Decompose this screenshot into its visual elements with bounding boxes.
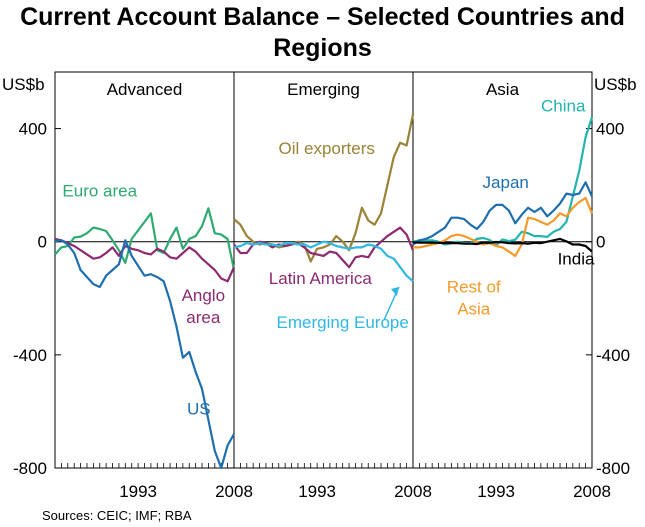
series-line-rest-of-asia (413, 196, 594, 257)
y-tick-label-right: 0 (596, 233, 605, 252)
series-line-emerging-europe (233, 240, 414, 283)
panel-title-advanced: Advanced (107, 80, 183, 99)
y-tick-label-right: -800 (596, 459, 630, 478)
x-tick-label: 2008 (573, 482, 611, 501)
series-label-anglo-area: Anglo (182, 286, 225, 305)
series-label-emerging-europe: Emerging Europe (277, 313, 409, 332)
series-line-india (412, 237, 593, 253)
series-label-japan: Japan (483, 173, 529, 192)
y-tick-label-left: -400 (13, 346, 47, 365)
y-tick-label-right: 400 (596, 120, 624, 139)
panel-title-emerging: Emerging (287, 80, 360, 99)
series-label-rest-of-asia: Rest of (447, 278, 501, 297)
series-label-oil-exporters: Oil exporters (279, 139, 375, 158)
chart-title: Current Account Balance – Selected Count… (20, 3, 625, 62)
series-line-latin-america (233, 226, 415, 269)
x-tick-label: 1993 (298, 482, 336, 501)
y-tick-label-left: 0 (38, 233, 47, 252)
series-line-us (54, 239, 235, 470)
x-tick-label: 2008 (394, 482, 432, 501)
arrow-head (390, 286, 399, 296)
series-label-rest-of-asia: Asia (457, 300, 491, 319)
y-tick-label-left: -800 (13, 459, 47, 478)
series-label-us: US (187, 399, 211, 418)
series-line-oil-exporters (233, 114, 415, 263)
series-line-euro-area (54, 207, 236, 271)
x-tick-label: 1993 (119, 482, 157, 501)
y-unit-left: US$b (2, 75, 45, 94)
series-label-euro-area: Euro area (62, 181, 137, 200)
series-label-latin-america: Latin America (269, 269, 373, 288)
series-label-india: India (558, 249, 595, 268)
series-label-anglo-area: area (186, 308, 221, 327)
annotations: Euro area Anglo area US Oil exporters Latin A… (62, 97, 595, 419)
x-tick-label: 1993 (477, 482, 515, 501)
y-tick-label-left: 400 (19, 120, 47, 139)
series-label-china: China (541, 97, 586, 116)
panel-title-asia: Asia (486, 80, 520, 99)
x-tick-label: 2008 (215, 482, 253, 501)
source-note: Sources: CEIC; IMF; RBA (42, 508, 192, 523)
series-lines (54, 114, 594, 470)
series-line-anglo-area (54, 237, 236, 283)
series-line-japan (412, 181, 594, 246)
y-unit-right: US$b (594, 75, 637, 94)
y-tick-label-right: -400 (596, 346, 630, 365)
